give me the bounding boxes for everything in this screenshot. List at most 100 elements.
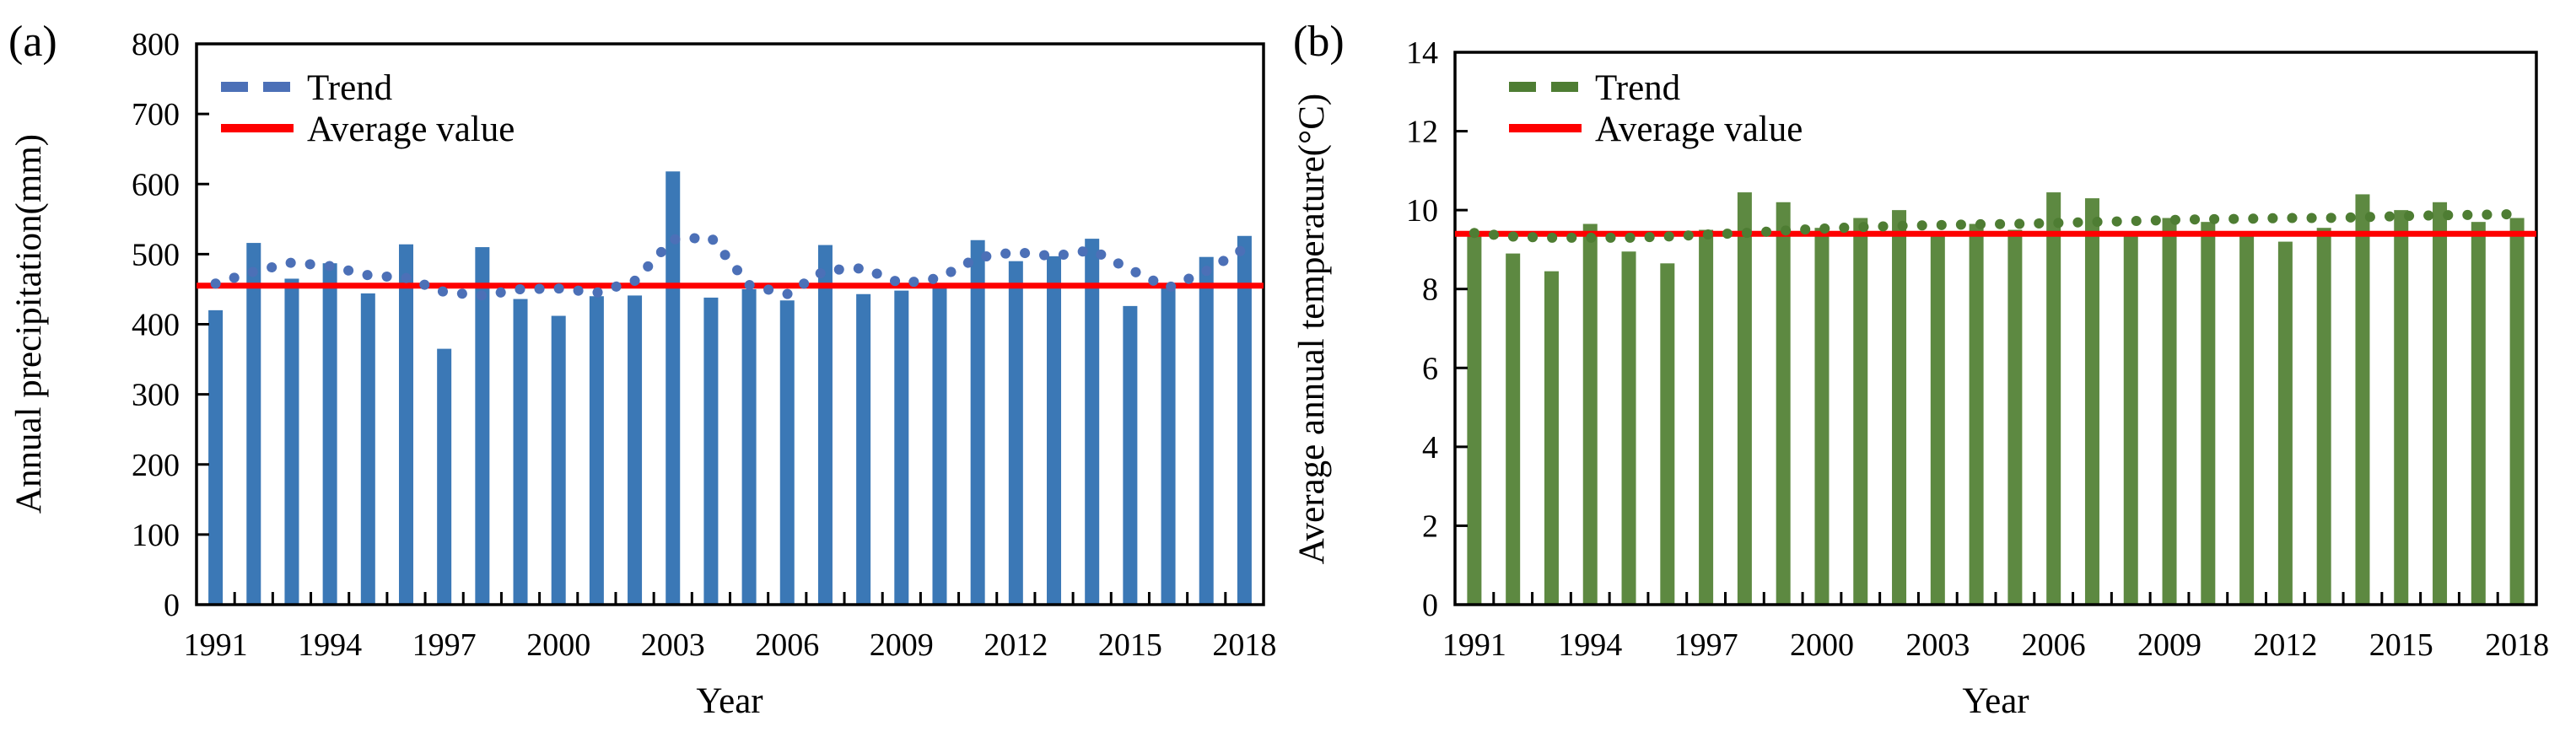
- y-tick-label: 800: [132, 27, 180, 62]
- y-tick-label: 200: [132, 448, 180, 483]
- bar-2011: [2239, 231, 2255, 605]
- bar-2005: [2007, 229, 2023, 605]
- panel-b-tag: (b): [1293, 18, 1345, 66]
- bar-1994: [1582, 223, 1598, 605]
- y-tick-label: 2: [1422, 509, 1438, 544]
- bar-2006: [779, 300, 795, 605]
- bar-2016: [2433, 202, 2448, 605]
- x-tick-label-1991: 1991: [1442, 627, 1506, 663]
- x-tick-label-2012: 2012: [984, 627, 1048, 663]
- y-tick-label: 300: [132, 378, 180, 413]
- bar-1996: [398, 244, 413, 605]
- panel-a-tag: (a): [8, 18, 57, 66]
- x-tick-label-2009: 2009: [870, 627, 934, 663]
- x-tick-label-2006: 2006: [2022, 627, 2086, 663]
- x-tick-label-2003: 2003: [641, 627, 705, 663]
- bar-2000: [551, 315, 566, 605]
- x-tick-label-2018: 2018: [2485, 627, 2549, 663]
- bar-1992: [246, 243, 261, 605]
- bar-2011: [970, 239, 985, 605]
- x-tick-label-2000: 2000: [1790, 627, 1854, 663]
- x-tick-label-2009: 2009: [2137, 627, 2201, 663]
- y-tick-label: 4: [1422, 430, 1438, 465]
- bar-1993: [284, 278, 299, 605]
- bar-2017: [1199, 256, 1214, 605]
- temperature-chart: (b) Average annual temperature(°C) Year …: [1292, 18, 2549, 721]
- bar-2013: [1047, 256, 1062, 605]
- y-tick-label: 14: [1406, 35, 1438, 71]
- bar-1997: [1699, 229, 1714, 605]
- x-axis-title: Year: [1962, 681, 2029, 721]
- bar-2008: [856, 293, 871, 605]
- bar-2015: [1123, 305, 1138, 605]
- bar-1999: [513, 299, 528, 605]
- bar-2001: [1853, 218, 1868, 605]
- x-tick-label-2006: 2006: [755, 627, 819, 663]
- x-tick-label-1994: 1994: [298, 627, 362, 663]
- bar-2002: [1892, 210, 1907, 605]
- bar-2010: [932, 284, 947, 605]
- bar-2012: [2277, 241, 2293, 605]
- bar-2002: [628, 295, 643, 605]
- legend-average-label: Average value: [1595, 110, 1803, 149]
- bar-1991: [208, 309, 224, 605]
- legend-trend-label: Trend: [307, 68, 392, 108]
- x-tick-label-2000: 2000: [526, 627, 590, 663]
- y-tick-label: 0: [164, 588, 180, 623]
- bar-2009: [894, 290, 909, 605]
- y-tick-label: 100: [132, 518, 180, 553]
- bar-2003: [1930, 235, 1945, 605]
- bar-2007: [817, 245, 833, 605]
- bar-2017: [2471, 222, 2486, 605]
- bar-2014: [2355, 194, 2370, 605]
- bar-2009: [2162, 218, 2177, 605]
- bar-2007: [2084, 198, 2099, 605]
- bar-2012: [1008, 261, 1023, 605]
- y-axis-title: Average annual temperature(°C): [1292, 94, 1332, 564]
- y-tick-label: 0: [1422, 588, 1438, 623]
- y-tick-label: 600: [132, 167, 180, 202]
- x-tick-label-1997: 1997: [1674, 627, 1738, 663]
- bar-2004: [1969, 223, 1984, 605]
- bar-1992: [1506, 253, 1521, 605]
- x-tick-label-1997: 1997: [412, 627, 477, 663]
- x-tick-label-2003: 2003: [1905, 627, 1970, 663]
- bar-2016: [1161, 284, 1176, 605]
- bar-2018: [1237, 235, 1252, 605]
- bar-1998: [475, 247, 490, 605]
- bar-2010: [2201, 222, 2216, 605]
- bar-2004: [703, 297, 719, 605]
- x-tick-label-2015: 2015: [2369, 627, 2433, 663]
- y-tick-label: 6: [1422, 351, 1438, 386]
- y-tick-label: 8: [1422, 272, 1438, 308]
- bar-2003: [666, 171, 681, 605]
- legend-trend-label: Trend: [1595, 68, 1680, 108]
- bar-1995: [1621, 251, 1636, 605]
- bar-1998: [1737, 192, 1752, 605]
- bar-2000: [1814, 228, 1830, 605]
- x-tick-label-2012: 2012: [2253, 627, 2317, 663]
- bar-1995: [360, 293, 375, 605]
- bar-1996: [1660, 263, 1675, 605]
- x-tick-label-1991: 1991: [184, 627, 248, 663]
- bar-1993: [1544, 271, 1559, 605]
- bar-1999: [1776, 202, 1791, 605]
- x-tick-label-2015: 2015: [1098, 627, 1162, 663]
- bar-2008: [2123, 235, 2138, 605]
- x-tick-label-2018: 2018: [1212, 627, 1276, 663]
- bar-2001: [589, 296, 604, 605]
- bar-2006: [2046, 192, 2061, 605]
- x-axis-title: Year: [696, 681, 763, 721]
- bar-1994: [322, 263, 337, 605]
- x-tick-label-1994: 1994: [1558, 627, 1622, 663]
- y-tick-label: 500: [132, 237, 180, 272]
- bar-2005: [741, 288, 757, 605]
- legend-average-label: Average value: [307, 110, 515, 149]
- bar-1991: [1467, 234, 1482, 605]
- y-tick-label: 12: [1406, 115, 1438, 150]
- precipitation-chart: (a) Annual precipitation(mm) Year Trend …: [8, 18, 1276, 721]
- bar-2018: [2509, 218, 2525, 605]
- y-axis-title: Annual precipitation(mm): [9, 134, 49, 514]
- bar-2014: [1085, 239, 1100, 605]
